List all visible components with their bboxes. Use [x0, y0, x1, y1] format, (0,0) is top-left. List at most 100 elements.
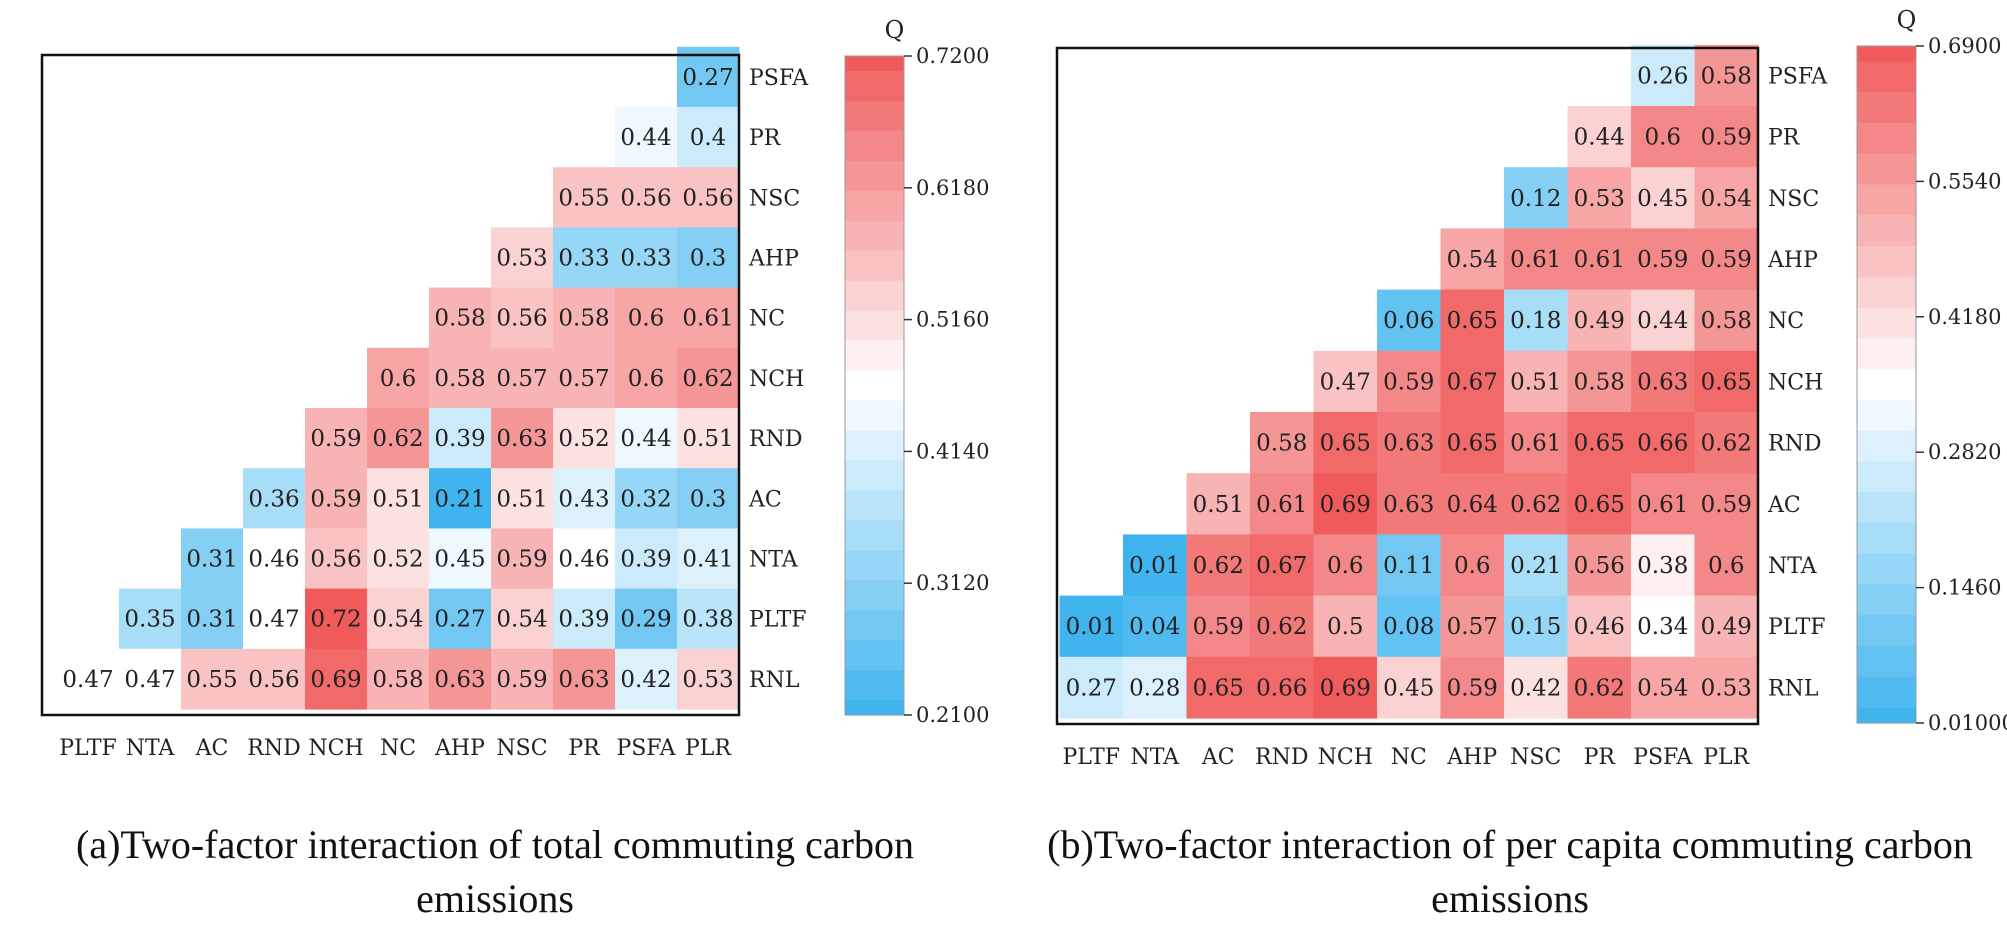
- heatmap-cell: [1440, 350, 1505, 413]
- heatmap-cell: [615, 648, 678, 710]
- heatmap-cell: [1059, 595, 1124, 658]
- y-tick-label: RND: [1768, 432, 1821, 457]
- colorbar-band: [1857, 153, 1916, 170]
- heatmap-cell: [1694, 534, 1759, 597]
- colorbar-title: Q: [1897, 6, 1917, 34]
- colorbar-band: [845, 580, 904, 596]
- heatmap-cell: [1313, 534, 1378, 597]
- heatmap-cell: [677, 46, 740, 108]
- heatmap-cell: [1567, 350, 1632, 413]
- y-tick-label: PR: [1768, 126, 1801, 151]
- heatmap-cell: [1123, 595, 1188, 658]
- heatmap-cell: [1377, 350, 1442, 413]
- heatmap-cell: [1631, 44, 1696, 107]
- cell-value-label: 0.43: [558, 486, 609, 512]
- heatmap-cell: [181, 588, 244, 650]
- heatmap-cell: [1631, 228, 1696, 291]
- heatmap-cell: [1313, 595, 1378, 658]
- heatmap-cell: [677, 648, 740, 710]
- heatmap-cell: [553, 408, 616, 469]
- heatmap-cell: [615, 528, 678, 590]
- heatmap-cell: [1694, 412, 1759, 474]
- cell-value-label: 0.6: [628, 306, 665, 332]
- cell-value-label: 0.21: [434, 486, 485, 512]
- colorbar: Q 0.6900 0.5540 0.4180 0.2820 0.1460 0.01000: [1856, 6, 2007, 735]
- colorbar-band: [1857, 353, 1916, 370]
- heatmap-cell: [1313, 473, 1378, 535]
- cell-value-label: 0.63: [558, 667, 609, 693]
- colorbar-band: [1857, 261, 1916, 278]
- cell-value-label: 0.59: [1701, 492, 1752, 518]
- heatmap-cell: [1440, 473, 1505, 535]
- cell-value-label: 0.42: [1510, 675, 1561, 701]
- cell-value-label: 0.58: [1256, 431, 1307, 457]
- y-tick-label: RND: [749, 427, 802, 452]
- cell-value-label: 0.56: [310, 547, 361, 573]
- heatmap-cell: [1694, 106, 1759, 168]
- cell-value-label: 0.6: [1644, 125, 1681, 151]
- colorbar-band: [845, 235, 904, 252]
- colorbar-band: [1857, 215, 1916, 232]
- cell-value-label: 0.3: [690, 486, 727, 512]
- x-tick-label: PLTF: [59, 736, 117, 761]
- cell-value-label: 0.6: [628, 366, 665, 392]
- y-tick-label: NTA: [749, 548, 799, 573]
- cell-value-label: 0.54: [372, 607, 423, 633]
- heatmap-cell: [305, 648, 368, 710]
- cell-value-label: 0.62: [372, 426, 423, 452]
- colorbar-band: [1857, 61, 1916, 78]
- colorbar-band: [1857, 338, 1916, 355]
- cell-value-label: 0.57: [1447, 614, 1498, 640]
- cell-value-label: 0.5: [1327, 614, 1364, 640]
- colorbar-band: [845, 490, 904, 506]
- colorbar-band: [1857, 399, 1916, 416]
- heatmap-cell: [491, 408, 554, 469]
- heatmap-cell: [429, 347, 492, 409]
- heatmap-cell: [553, 648, 616, 710]
- heatmap-cell: [677, 107, 740, 168]
- cell-value-label: 0.65: [1574, 431, 1625, 457]
- heatmap-cell: [491, 648, 554, 710]
- cell-value-label: 0.36: [248, 486, 299, 512]
- heatmap-cell: [677, 167, 740, 228]
- heatmap-cell: [1567, 412, 1632, 474]
- colorbar-tick-label: 0.4180: [1928, 305, 2001, 329]
- cell-value-label: 0.44: [620, 426, 671, 452]
- cell-value-label: 0.6: [1708, 553, 1745, 579]
- heatmap-cell: [1631, 106, 1696, 168]
- x-tick-label: AHP: [1446, 745, 1497, 770]
- cell-value-label: 0.33: [558, 246, 609, 272]
- cell-value-label: 0.45: [1637, 186, 1688, 212]
- heatmap-cell: [1631, 656, 1696, 719]
- y-tick-label: AHP: [1767, 248, 1818, 273]
- cell-value-label: 0.21: [1510, 553, 1561, 579]
- cell-value-label: 0.58: [1701, 63, 1752, 89]
- colorbar-band: [1857, 492, 1916, 509]
- heatmap-cell: [1631, 412, 1696, 474]
- heatmap-cell: [1377, 412, 1442, 474]
- cell-value-label: 0.55: [558, 185, 609, 211]
- heatmap-cells: 0.27 0.44 0.4 0.55 0.56 0.56 0.53 0.33 0.33 0.3 0.…: [57, 46, 740, 710]
- heatmap-cell: [491, 528, 554, 590]
- cell-value-label: 0.69: [310, 667, 361, 693]
- y-tick-label: NC: [1768, 309, 1804, 334]
- heatmap-cell: [491, 468, 554, 529]
- colorbar-band: [1857, 538, 1916, 555]
- y-tick-label: AC: [748, 487, 782, 512]
- heatmap-cell: [1694, 289, 1759, 352]
- heatmap-cell: [429, 588, 492, 650]
- colorbar-band: [845, 445, 904, 461]
- colorbar-band: [845, 520, 904, 536]
- heatmap-cell: [615, 227, 678, 289]
- colorbar-tick-label: 0.1460: [1928, 576, 2001, 600]
- heatmap-cell: [367, 347, 430, 409]
- heatmap-cell: [677, 227, 740, 289]
- x-tick-label: NCH: [1318, 745, 1373, 770]
- y-tick-label: NC: [749, 307, 785, 332]
- heatmap-cell: [1186, 534, 1251, 597]
- cell-value-label: 0.01: [1129, 553, 1180, 579]
- cell-value-label: 0.69: [1320, 492, 1371, 518]
- heatmap-cell: [305, 408, 368, 469]
- cell-value-label: 0.27: [1066, 675, 1117, 701]
